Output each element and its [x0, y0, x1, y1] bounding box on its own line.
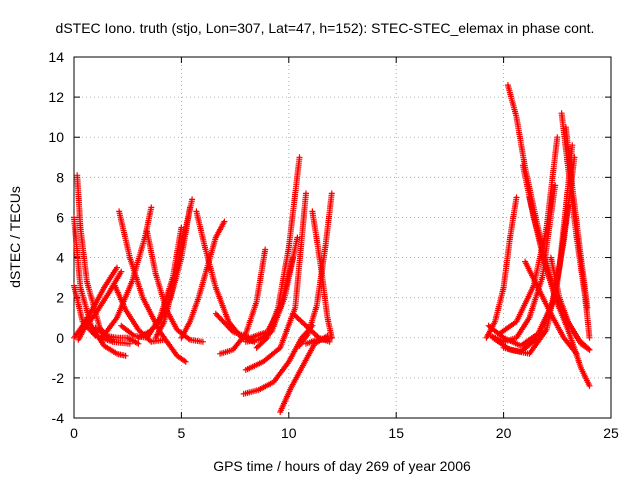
- plus-markers: [562, 124, 591, 311]
- plus-markers: [144, 228, 206, 345]
- plus-markers: [309, 208, 335, 341]
- data-arc: [483, 194, 520, 341]
- y-tick-label: -4: [52, 410, 65, 426]
- data-arc: [98, 204, 155, 341]
- data-marks: [71, 82, 593, 415]
- x-tick-label: 20: [496, 425, 512, 441]
- y-tick-label: 4: [56, 250, 64, 266]
- plus-markers: [116, 208, 189, 365]
- plus-markers: [547, 254, 593, 353]
- y-tick-label: 6: [56, 209, 64, 225]
- data-arc: [217, 246, 269, 357]
- x-tick-label: 15: [388, 425, 404, 441]
- plus-markers: [242, 190, 309, 373]
- data-arc: [309, 208, 335, 341]
- plus-markers: [75, 268, 125, 343]
- plus-markers: [277, 332, 331, 415]
- data-arc: [253, 154, 303, 351]
- y-tick-label: 8: [56, 169, 64, 185]
- grid: [74, 57, 611, 418]
- data-arc: [547, 254, 593, 353]
- data-arc: [242, 190, 309, 373]
- plus-markers: [522, 258, 580, 357]
- data-arc: [562, 124, 591, 311]
- plus-markers: [253, 154, 303, 351]
- axis-ticks: 0 5 10 15 20 25 -4 -2 0 2 4 6 8 10 12 14: [48, 49, 619, 441]
- plus-markers: [217, 246, 269, 357]
- y-axis-label: dSTEC / TECUs: [7, 186, 23, 288]
- data-arc: [277, 332, 331, 415]
- plus-markers: [483, 194, 520, 341]
- data-arc: [144, 228, 206, 345]
- data-arc: [75, 268, 125, 343]
- plus-markers: [178, 218, 228, 341]
- x-tick-label: 25: [603, 425, 619, 441]
- x-tick-label: 0: [70, 425, 78, 441]
- plus-markers: [303, 334, 335, 347]
- data-arc: [116, 208, 189, 365]
- y-tick-label: 10: [48, 129, 64, 145]
- y-tick-label: 12: [48, 89, 64, 105]
- x-tick-label: 5: [178, 425, 186, 441]
- y-tick-label: -2: [52, 370, 65, 386]
- y-tick-label: 2: [56, 290, 64, 306]
- plot-frame: [73, 56, 612, 419]
- y-tick-label: 14: [48, 49, 64, 65]
- data-arc: [71, 264, 120, 341]
- y-tick-label: 0: [56, 330, 64, 346]
- plus-markers: [71, 264, 120, 341]
- x-tick-label: 10: [281, 425, 297, 441]
- plus-markers: [98, 204, 155, 341]
- data-arc: [303, 334, 335, 347]
- data-arc: [522, 258, 580, 357]
- x-axis-label: GPS time / hours of day 269 of year 2006: [213, 458, 471, 474]
- data-arc: [178, 218, 228, 341]
- chart-title: dSTEC Iono. truth (stjo, Lon=307, Lat=47…: [56, 20, 595, 36]
